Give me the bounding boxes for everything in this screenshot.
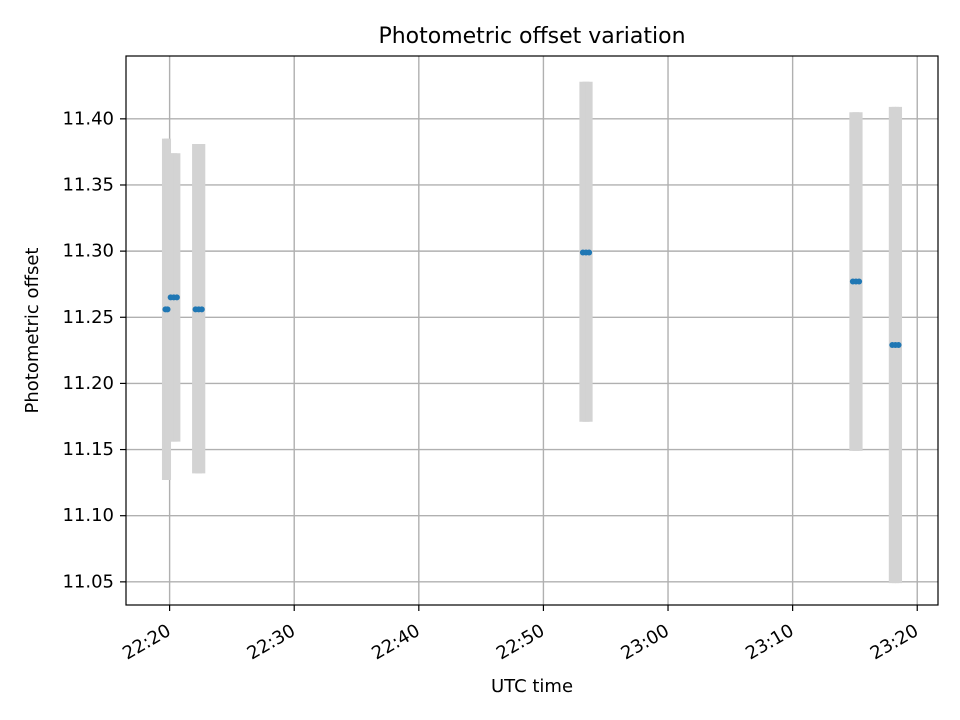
y-tick-label: 11.15 (62, 439, 114, 460)
x-axis-ticks: 22:20 22:30 22:40 22:50 23:00 23:10 23:20 (119, 605, 922, 664)
y-tick-label: 11.20 (62, 373, 114, 394)
data-point (856, 278, 863, 285)
y-tick-label: 11.40 (62, 108, 114, 129)
x-tick-label: 22:50 (493, 620, 548, 664)
x-axis-label: UTC time (491, 676, 573, 697)
y-axis-ticks: 11.05 11.10 11.15 11.20 11.25 11.30 11.35 11.40 (62, 108, 126, 592)
x-tick-label: 22:40 (368, 620, 423, 664)
x-tick-label: 22:20 (119, 620, 174, 664)
data-point (586, 249, 593, 256)
plot-area-frame (125, 55, 939, 606)
data-point (164, 306, 171, 313)
y-tick-label: 11.30 (62, 241, 114, 262)
y-tick-label: 11.10 (62, 505, 114, 526)
x-tick-label: 23:10 (742, 620, 797, 664)
y-tick-label: 11.25 (62, 307, 114, 328)
grid (126, 56, 938, 605)
chart-title: Photometric offset variation (378, 24, 685, 49)
data-points (162, 249, 902, 349)
y-axis-label: Photometric offset (22, 248, 43, 414)
error-bars (161, 81, 903, 584)
x-tick-label: 23:00 (617, 620, 672, 664)
x-tick-label: 23:20 (867, 620, 922, 664)
x-tick-label: 22:30 (244, 620, 299, 664)
data-point (173, 294, 180, 301)
data-point (895, 342, 902, 349)
y-tick-label: 11.35 (62, 174, 114, 195)
data-point (198, 306, 205, 313)
y-tick-label: 11.05 (62, 571, 114, 592)
